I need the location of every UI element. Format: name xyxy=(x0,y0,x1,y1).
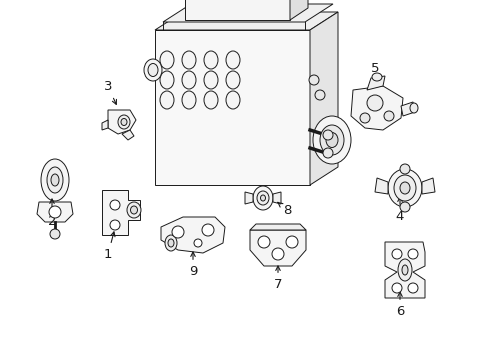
Circle shape xyxy=(399,164,409,174)
Ellipse shape xyxy=(182,71,196,89)
Ellipse shape xyxy=(182,91,196,109)
Ellipse shape xyxy=(225,71,240,89)
Ellipse shape xyxy=(319,125,343,155)
Text: 4: 4 xyxy=(395,197,404,223)
Circle shape xyxy=(271,248,284,260)
Text: 5: 5 xyxy=(370,62,379,86)
Ellipse shape xyxy=(203,71,218,89)
Polygon shape xyxy=(384,242,424,298)
Circle shape xyxy=(49,206,61,218)
Circle shape xyxy=(323,130,332,140)
Polygon shape xyxy=(366,76,384,90)
Polygon shape xyxy=(374,178,387,194)
Ellipse shape xyxy=(325,132,337,148)
Ellipse shape xyxy=(371,73,381,81)
Circle shape xyxy=(110,220,120,230)
Polygon shape xyxy=(163,4,332,22)
Ellipse shape xyxy=(252,186,272,210)
Circle shape xyxy=(391,249,401,259)
Ellipse shape xyxy=(51,174,59,186)
Ellipse shape xyxy=(160,51,174,69)
Circle shape xyxy=(366,95,382,111)
Polygon shape xyxy=(249,230,305,266)
Ellipse shape xyxy=(393,175,415,201)
Ellipse shape xyxy=(182,51,196,69)
Ellipse shape xyxy=(260,195,265,201)
Ellipse shape xyxy=(203,91,218,109)
Ellipse shape xyxy=(399,182,409,194)
Circle shape xyxy=(258,236,269,248)
Circle shape xyxy=(172,226,183,238)
Ellipse shape xyxy=(203,51,218,69)
Text: 6: 6 xyxy=(395,292,404,318)
Ellipse shape xyxy=(225,91,240,109)
Ellipse shape xyxy=(127,202,141,218)
Polygon shape xyxy=(102,120,108,130)
Polygon shape xyxy=(272,192,281,204)
Circle shape xyxy=(308,75,318,85)
Polygon shape xyxy=(108,110,136,134)
Ellipse shape xyxy=(409,103,417,113)
Circle shape xyxy=(194,239,202,247)
Polygon shape xyxy=(421,178,434,194)
Ellipse shape xyxy=(397,259,411,281)
Circle shape xyxy=(407,283,417,293)
Ellipse shape xyxy=(121,118,127,126)
Polygon shape xyxy=(309,12,337,185)
Polygon shape xyxy=(289,0,307,20)
Ellipse shape xyxy=(401,265,407,275)
Polygon shape xyxy=(102,190,140,235)
Circle shape xyxy=(391,283,401,293)
Polygon shape xyxy=(350,86,402,130)
Ellipse shape xyxy=(130,206,137,214)
Ellipse shape xyxy=(118,115,130,129)
Ellipse shape xyxy=(148,63,158,77)
Circle shape xyxy=(399,202,409,212)
Polygon shape xyxy=(155,30,309,185)
Text: 1: 1 xyxy=(103,232,115,261)
Circle shape xyxy=(383,111,393,121)
Ellipse shape xyxy=(225,51,240,69)
Ellipse shape xyxy=(47,167,63,193)
Polygon shape xyxy=(37,202,73,222)
Circle shape xyxy=(50,229,60,239)
Ellipse shape xyxy=(143,59,162,81)
Ellipse shape xyxy=(164,235,177,251)
Circle shape xyxy=(314,90,325,100)
Text: 3: 3 xyxy=(103,80,116,104)
Ellipse shape xyxy=(160,71,174,89)
Circle shape xyxy=(323,148,332,158)
Text: 7: 7 xyxy=(273,266,282,291)
Circle shape xyxy=(359,113,369,123)
Circle shape xyxy=(285,236,297,248)
Polygon shape xyxy=(244,192,252,204)
Ellipse shape xyxy=(41,159,69,201)
Polygon shape xyxy=(400,102,414,116)
Polygon shape xyxy=(122,130,134,140)
Text: 9: 9 xyxy=(188,252,197,278)
Ellipse shape xyxy=(168,239,174,247)
Circle shape xyxy=(202,224,214,236)
Polygon shape xyxy=(161,217,224,253)
Circle shape xyxy=(407,249,417,259)
Polygon shape xyxy=(155,12,337,30)
Ellipse shape xyxy=(160,91,174,109)
Ellipse shape xyxy=(257,191,268,205)
Ellipse shape xyxy=(387,169,421,207)
Text: 8: 8 xyxy=(277,202,291,216)
Text: 2: 2 xyxy=(48,199,56,228)
Polygon shape xyxy=(249,224,305,230)
Circle shape xyxy=(110,200,120,210)
Ellipse shape xyxy=(312,116,350,164)
Polygon shape xyxy=(184,0,289,20)
